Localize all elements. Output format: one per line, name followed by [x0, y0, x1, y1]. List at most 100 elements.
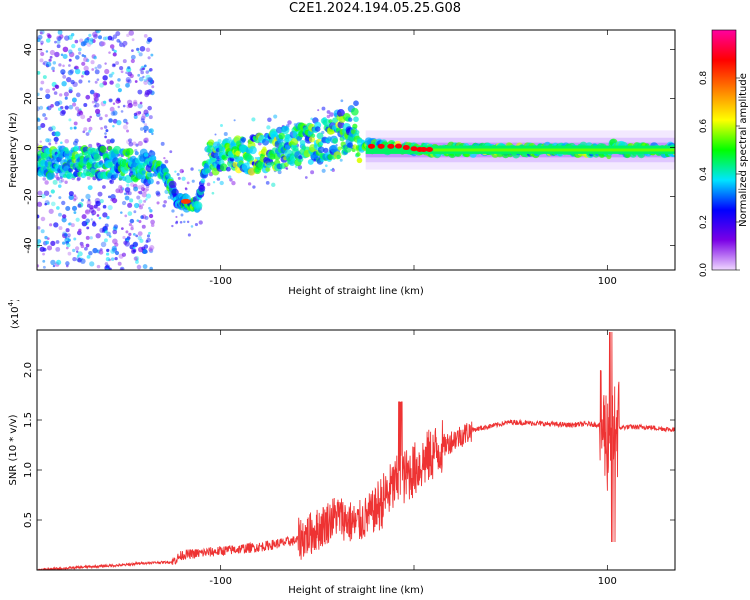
spectrogram-cell	[149, 266, 153, 270]
spectrogram-cell	[252, 185, 256, 189]
spectrogram-cell	[149, 173, 154, 178]
spectrogram-cell	[87, 185, 93, 191]
snr-y-tick-label: 1.0	[23, 462, 34, 478]
spectrogram-cell	[284, 144, 291, 150]
spectrogram-cell	[45, 138, 50, 143]
spectrogram-cell	[150, 223, 155, 227]
spectrogram-cell	[223, 131, 228, 136]
spectrogram-cell	[117, 261, 122, 266]
spectrogram-cell	[98, 216, 102, 220]
spectrogram-cell	[62, 46, 69, 53]
spectrogram-cell	[310, 117, 313, 121]
spectrogram-cell	[73, 198, 77, 202]
spectrogram-cell	[78, 228, 82, 232]
spectrogram-cell	[235, 150, 241, 156]
spectrogram-cell	[52, 87, 56, 91]
spectrogram-cell	[111, 197, 118, 204]
spectrogram-cell	[40, 216, 46, 222]
spectrogram-cell	[85, 235, 90, 240]
spectrogram-cell	[263, 175, 267, 179]
spectrogram-cell	[130, 225, 134, 228]
spectrogram-cell	[124, 192, 127, 196]
spectrogram-cell	[47, 138, 52, 143]
spectrogram-cell	[353, 100, 359, 107]
spectrogram-cell	[50, 259, 56, 266]
svg-text:(x104): (x104)	[7, 300, 21, 329]
spectrogram-cell	[317, 109, 320, 112]
spectrogram-marks	[37, 30, 675, 270]
spectrogram-cell	[284, 162, 289, 167]
spectrogram-cell	[174, 170, 177, 173]
spectrogram-cell	[122, 235, 126, 240]
spectrogram-cell	[132, 241, 139, 247]
spectrogram-cell	[155, 190, 161, 196]
spectrogram-cell	[145, 198, 148, 201]
spectrogram-cell	[86, 117, 91, 123]
spectrogram-cell	[72, 81, 78, 87]
spectrogram-cell	[126, 183, 130, 187]
spectrogram-cell	[69, 69, 75, 74]
spectrogram-cell	[88, 129, 91, 133]
spectrogram-cell	[84, 246, 88, 251]
spectrogram-cell	[37, 226, 41, 230]
colorbar-label: Normalized spectral amplitude	[738, 73, 749, 227]
spectrogram-cell	[124, 195, 130, 201]
spectrogram-cell	[88, 39, 94, 45]
spectrogram-cell	[83, 57, 88, 62]
spectrogram-cell	[113, 173, 119, 179]
spectrogram-cell	[54, 40, 57, 44]
spectrogram-cell	[69, 126, 73, 130]
spectrogram-cell	[45, 93, 51, 99]
snr-y-tick-label: 2.0	[23, 362, 34, 378]
spectrogram-cell	[339, 158, 343, 162]
spectrogram-cell	[142, 249, 148, 255]
spectrogram-cell	[54, 174, 59, 179]
spectrogram-cell	[44, 202, 48, 206]
spectrogram-cell	[83, 103, 88, 108]
spectrogram-cell	[132, 233, 136, 236]
spectrogram-cell	[96, 78, 100, 81]
spectrogram-cell	[39, 246, 45, 252]
spectrogram-cell	[85, 243, 90, 248]
spectrogram-cell	[49, 223, 53, 227]
spectrogram-y-tick-label: 40	[23, 43, 34, 56]
spectrogram-cell	[54, 100, 60, 107]
spectrogram-cell	[85, 94, 91, 100]
spectrogram-cell	[139, 68, 143, 72]
spectrogram-cell	[148, 231, 151, 235]
spectrogram-cell	[141, 184, 145, 188]
spectrogram-cell	[356, 152, 361, 157]
spectrogram-cell	[231, 180, 236, 186]
spectrogram-cell	[48, 58, 52, 62]
spectrogram-cell	[42, 62, 46, 65]
spectrogram-cell	[112, 102, 116, 105]
spectrogram-cell	[42, 75, 47, 80]
spectrogram-cell	[97, 64, 102, 69]
spectrogram-cell	[73, 237, 77, 241]
spectrogram-cell	[67, 222, 71, 226]
spectrogram-cell	[113, 49, 117, 54]
snr-y-axis-label: SNR (10 * v/v)	[8, 414, 19, 485]
spectrogram-cell	[37, 125, 42, 130]
spectrogram-cell	[37, 190, 43, 196]
spectrogram-core-line	[433, 148, 675, 152]
spectrogram-cell	[37, 92, 40, 97]
spectrogram-cell	[98, 250, 104, 255]
spectrogram-cell	[219, 163, 228, 172]
spectrogram-cell	[347, 117, 353, 122]
spectrogram-peak	[420, 147, 428, 153]
spectrogram-cell	[93, 55, 97, 60]
spectrogram-cell	[72, 140, 78, 146]
spectrogram-cell	[61, 109, 66, 115]
spectrogram-cell	[124, 187, 131, 193]
spectrogram-cell	[92, 31, 98, 38]
spectrogram-cell	[62, 74, 67, 79]
spectrogram-cell	[54, 131, 60, 137]
spectrogram-peak	[425, 147, 433, 153]
spectrogram-cell	[139, 101, 143, 105]
spectrogram-cell	[105, 129, 109, 133]
spectrogram-cell	[109, 80, 114, 85]
spectrogram-cell	[125, 121, 129, 125]
spectrogram-cell	[49, 55, 53, 59]
spectrogram-cell	[90, 60, 95, 65]
